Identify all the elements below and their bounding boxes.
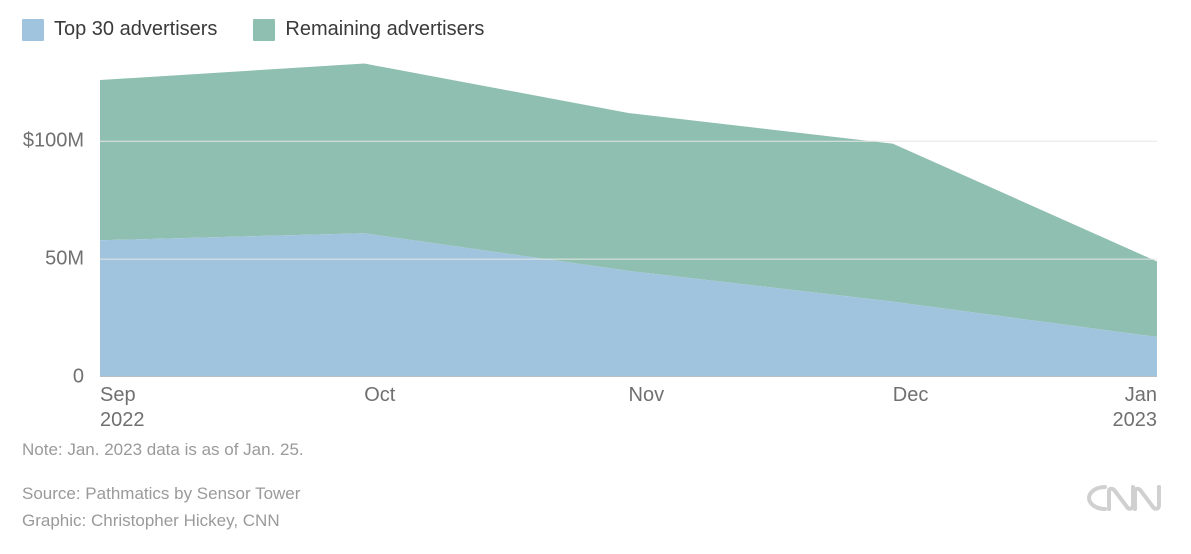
x-tick-label: Dec — [893, 383, 929, 408]
x-tick-label: Oct — [364, 383, 395, 408]
x-tick-label: Nov — [629, 383, 665, 408]
legend-label-remaining: Remaining advertisers — [285, 18, 484, 41]
footer-graphic: Graphic: Christopher Hickey, CNN — [22, 508, 1169, 534]
cnn-logo-icon — [1085, 481, 1163, 515]
y-tick-label: 0 — [22, 366, 94, 389]
legend-item-top30: Top 30 advertisers — [22, 18, 217, 41]
cnn-logo — [1085, 481, 1163, 520]
y-tick-label: 50M — [22, 248, 94, 271]
legend-swatch-remaining — [253, 19, 275, 41]
y-axis-labels: 050M$100M — [22, 47, 94, 377]
x-axis-labels: Sep 2022 Oct Nov Dec Jan 2023 — [100, 383, 1157, 441]
x-tick-label: Jan 2023 — [1113, 383, 1158, 433]
chart-plot-area: 050M$100M — [22, 47, 1169, 377]
plot — [100, 47, 1157, 377]
legend-label-top30: Top 30 advertisers — [54, 18, 217, 41]
x-tick-label: Sep 2022 — [100, 383, 145, 433]
chart-container: Top 30 advertisers Remaining advertisers… — [0, 0, 1191, 554]
legend-item-remaining: Remaining advertisers — [253, 18, 484, 41]
legend-swatch-top30 — [22, 19, 44, 41]
legend: Top 30 advertisers Remaining advertisers — [22, 18, 1169, 41]
area-chart-svg — [100, 47, 1157, 377]
footer-note: Note: Jan. 2023 data is as of Jan. 25. — [22, 437, 1169, 463]
footer-source: Source: Pathmatics by Sensor Tower — [22, 481, 1169, 507]
y-tick-label: $100M — [22, 130, 94, 153]
chart-footer: Note: Jan. 2023 data is as of Jan. 25. S… — [22, 437, 1169, 534]
